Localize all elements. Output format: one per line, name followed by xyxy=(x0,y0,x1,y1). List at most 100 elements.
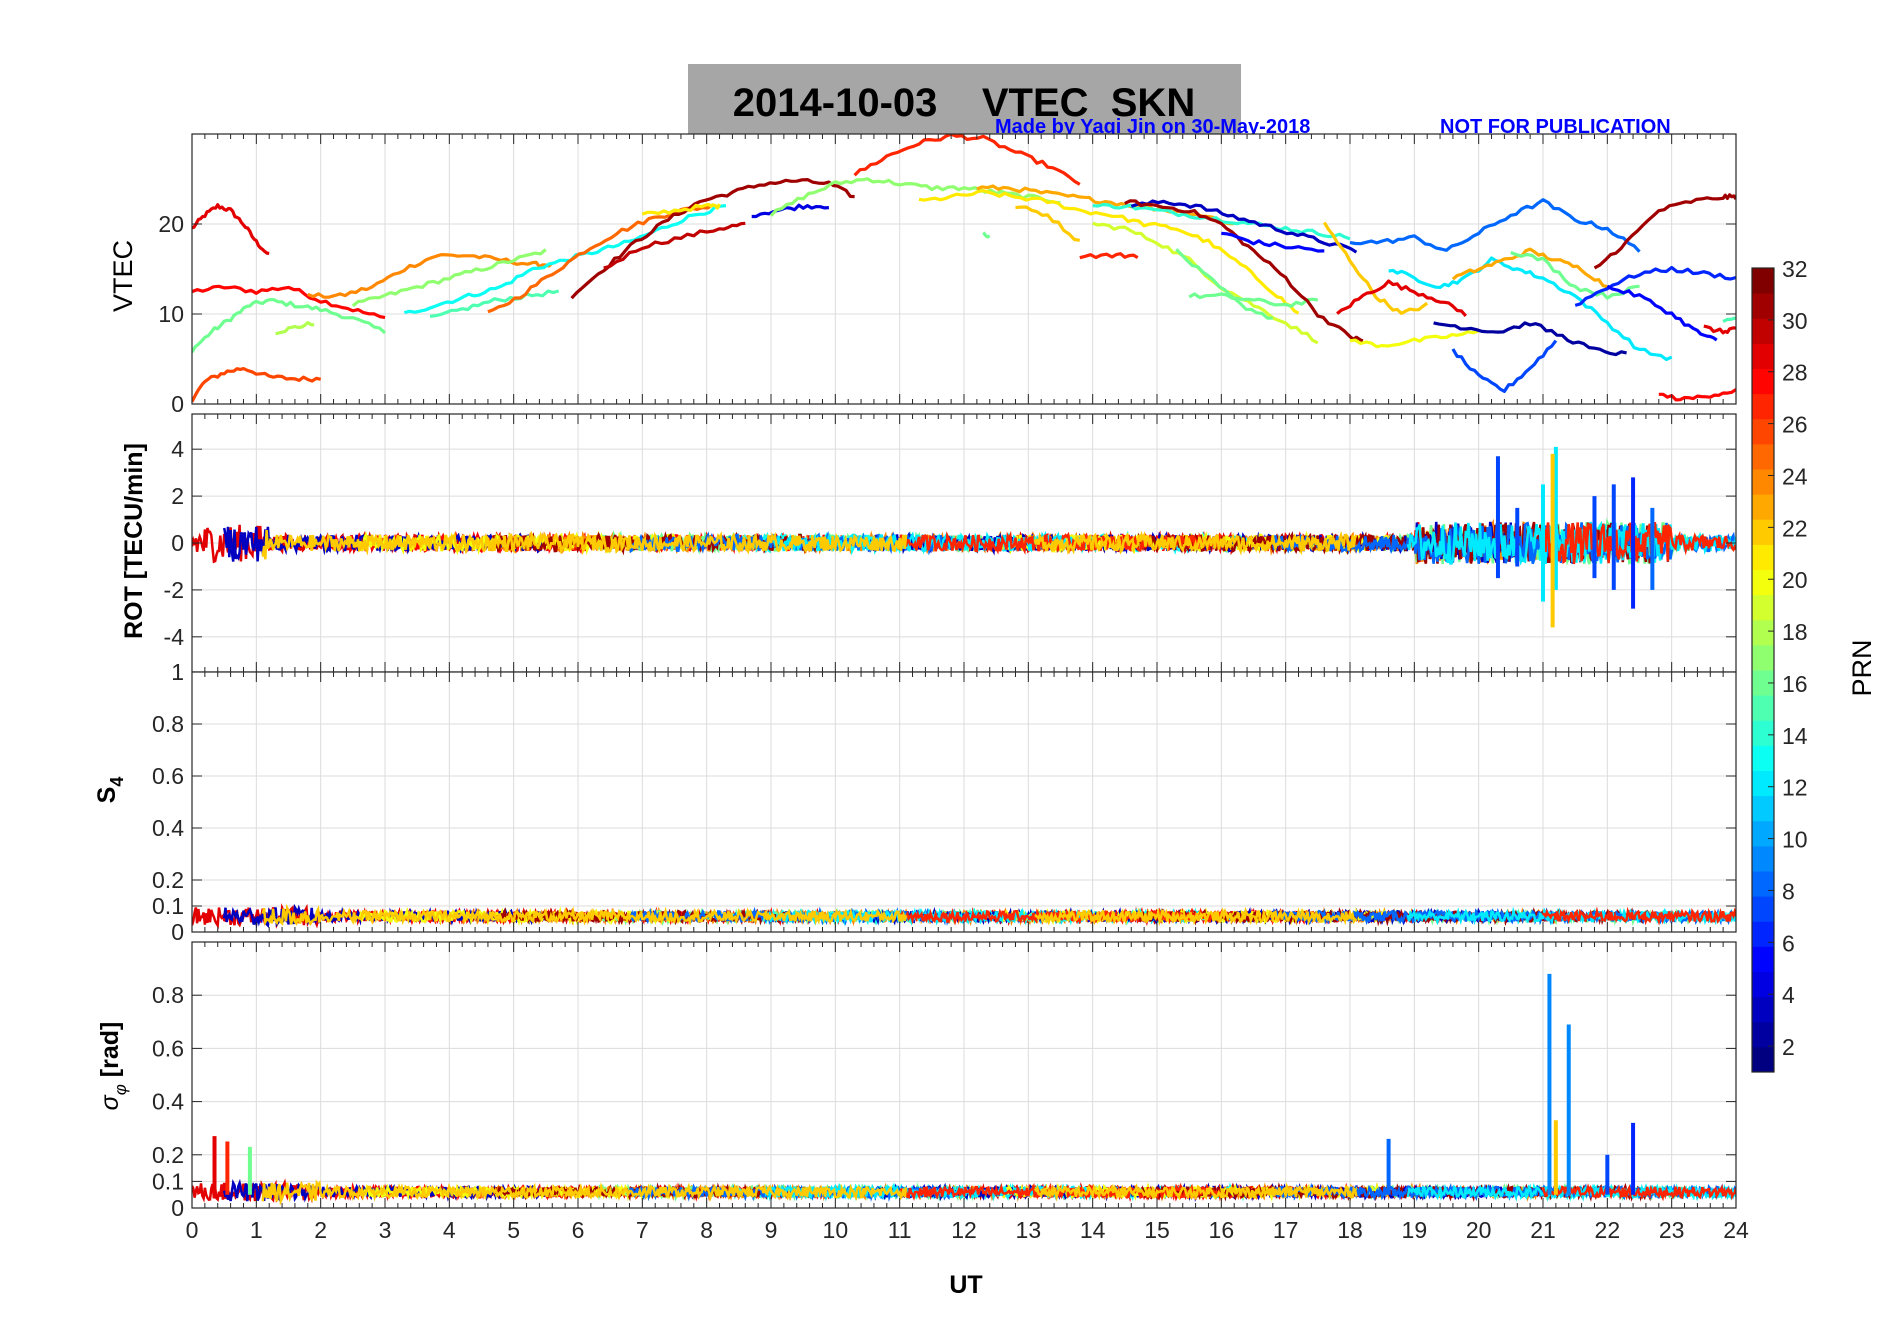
colorbar-tick-label: 16 xyxy=(1782,671,1808,697)
vtec-ylabel: VTEC xyxy=(108,240,138,312)
xtick-label: 12 xyxy=(951,1217,977,1243)
vtec-series-line xyxy=(1703,324,1736,335)
xtick-label: 24 xyxy=(1723,1217,1749,1243)
colorbar-swatch xyxy=(1752,896,1774,922)
colorbar-swatch xyxy=(1752,971,1774,998)
vtec-series-line xyxy=(429,289,560,318)
s4-ytick-label: 0.1 xyxy=(152,893,184,919)
xtick-label: 2 xyxy=(314,1217,327,1243)
colorbar-swatch xyxy=(1752,644,1774,671)
vtec-series-line xyxy=(1079,252,1139,260)
vtec-series-line xyxy=(1349,329,1480,349)
xtick-label: 6 xyxy=(572,1217,585,1243)
colorbar-label: PRN xyxy=(1847,639,1877,696)
sigma-ytick-label: 0.4 xyxy=(152,1089,184,1115)
xtick-label: 8 xyxy=(700,1217,713,1243)
xtick-label: 5 xyxy=(507,1217,520,1243)
xtick-label: 17 xyxy=(1273,1217,1299,1243)
rot-data xyxy=(192,446,1736,628)
rot-ytick-label: -2 xyxy=(164,577,184,603)
sigma-series-line xyxy=(1033,1182,1358,1202)
sigma-ytick-label: 0.1 xyxy=(152,1168,184,1194)
vtec-series-line xyxy=(1593,193,1736,270)
vtec-series-line xyxy=(982,231,991,239)
colorbar-swatch xyxy=(1752,845,1774,872)
colorbar-swatch xyxy=(1752,268,1774,294)
xtick-label: 14 xyxy=(1080,1217,1106,1243)
x-axis-label: UT xyxy=(949,1271,982,1299)
colorbar-swatch xyxy=(1752,343,1774,369)
xtick-label: 9 xyxy=(765,1217,778,1243)
xtick-label: 20 xyxy=(1466,1217,1492,1243)
rot-ytick-label: 0 xyxy=(171,530,184,556)
colorbar-tick-label: 10 xyxy=(1782,827,1808,853)
vtec-data xyxy=(192,134,1736,403)
s4-ylabel: S4 xyxy=(93,777,127,804)
xtick-label: 7 xyxy=(636,1217,649,1243)
colorbar-swatch xyxy=(1752,770,1774,797)
s4-ytick-label: 1 xyxy=(171,659,184,685)
rot-panel: -4 -2 0 2 4 xyxy=(164,413,1737,673)
colorbar-swatch xyxy=(1752,569,1774,596)
colorbar-swatch xyxy=(1752,946,1774,972)
colorbar-swatch xyxy=(1752,695,1774,721)
sigma-ytick-label: 0.8 xyxy=(152,982,184,1008)
vtec-panel: 0 10 20 xyxy=(158,133,1737,417)
xtick-label: 22 xyxy=(1595,1217,1621,1243)
colorbar-swatch xyxy=(1752,443,1774,470)
colorbar-swatch xyxy=(1752,544,1774,570)
vtec-ytick-label: 20 xyxy=(158,211,184,237)
vtec-ytick-label: 10 xyxy=(158,301,184,327)
vtec-series-line xyxy=(918,189,1300,315)
vtec-series-line xyxy=(751,203,830,219)
colorbar-swatch xyxy=(1752,820,1774,847)
vtec-series-line xyxy=(1092,221,1319,345)
sigma-ytick-label: 0.2 xyxy=(152,1142,184,1168)
colorbar-tick-label: 22 xyxy=(1782,515,1808,541)
sigma-ytick-label: 0.6 xyxy=(152,1035,184,1061)
vtec-series-line xyxy=(570,178,855,300)
vtec-series-line xyxy=(1606,284,1718,342)
vtec-series-line xyxy=(641,203,721,216)
vtec-ytick-label: 0 xyxy=(171,391,184,417)
vtec-series-line xyxy=(769,177,1061,217)
title-box xyxy=(688,64,1241,136)
vtec-series-line xyxy=(1175,248,1273,320)
vtec-series-line xyxy=(1433,321,1627,357)
colorbar-tick-label: 6 xyxy=(1782,930,1795,956)
colorbar-swatch xyxy=(1752,318,1774,344)
rot-ytick-label: 4 xyxy=(171,436,184,462)
s4-data xyxy=(192,903,1736,930)
colorbar-swatch xyxy=(1752,921,1774,947)
svg-text:σφ [rad]: σφ [rad] xyxy=(96,1022,130,1111)
s4-ytick-label: 0 xyxy=(171,919,184,945)
colorbar-swatch xyxy=(1752,745,1774,771)
rot-ylabel: ROT [TECU/min] xyxy=(120,443,148,639)
colorbar-tick-label: 18 xyxy=(1782,619,1808,645)
vtec-series-line xyxy=(1451,339,1558,393)
vtec-series-line xyxy=(1188,292,1319,308)
colorbar-tick-label: 28 xyxy=(1782,360,1808,386)
vtec-series-line xyxy=(1722,316,1736,323)
vtec-series-line xyxy=(307,253,554,299)
xtick-label: 1 xyxy=(250,1217,263,1243)
vtec-series-line xyxy=(603,221,746,270)
sigma-series-line xyxy=(1541,1183,1736,1202)
xtick-label: 4 xyxy=(443,1217,456,1243)
xtick-label: 19 xyxy=(1402,1217,1428,1243)
xtick-label: 10 xyxy=(823,1217,849,1243)
colorbar-swatch xyxy=(1752,368,1774,395)
xtick-label: 15 xyxy=(1144,1217,1170,1243)
vtec-series-line xyxy=(275,321,315,336)
vtec-series-line xyxy=(1388,256,1673,362)
sigma-ylabel: σφ [rad] xyxy=(96,1022,130,1111)
xtick-label: 16 xyxy=(1209,1217,1235,1243)
rot-ytick-label: -4 xyxy=(164,624,185,650)
colorbar-tick-label: 26 xyxy=(1782,412,1808,438)
vtec-series-line xyxy=(1510,251,1640,300)
s4-panel: 00.10.2 0.4 0.6 0.8 1 xyxy=(152,659,1737,945)
svg-text:S4: S4 xyxy=(93,777,127,804)
s4-ytick-label: 0.6 xyxy=(152,763,184,789)
rot-series-line xyxy=(261,530,908,560)
